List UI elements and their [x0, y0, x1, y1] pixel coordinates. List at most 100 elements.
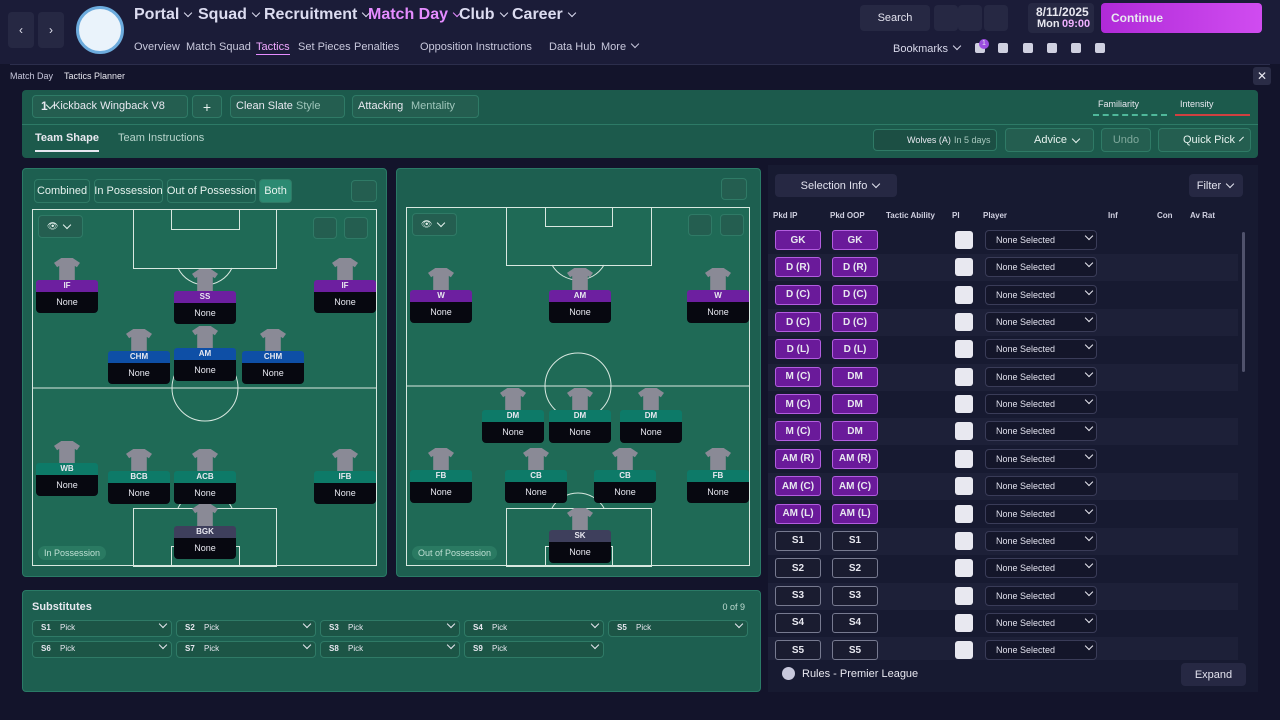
expand-button[interactable]: Expand: [1181, 663, 1246, 686]
player-dropdown[interactable]: None Selected: [985, 585, 1097, 606]
nav-item[interactable]: Career: [512, 6, 577, 24]
player-card[interactable]: AM None: [174, 326, 236, 381]
pi-icon[interactable]: [955, 559, 973, 578]
column-header[interactable]: Pkd IP: [773, 211, 798, 220]
table-row[interactable]: S2 S2 None Selected: [768, 555, 1238, 583]
continue-button[interactable]: Continue: [1101, 3, 1262, 33]
forward-button[interactable]: ›: [38, 12, 64, 48]
undo-button[interactable]: Undo: [1101, 128, 1151, 152]
player-dropdown[interactable]: None Selected: [985, 558, 1097, 579]
column-header[interactable]: PI: [952, 211, 960, 220]
sub-nav-item[interactable]: Penalties: [354, 41, 400, 53]
player-dropdown[interactable]: None Selected: [985, 530, 1097, 551]
player-dropdown[interactable]: None Selected: [985, 476, 1097, 497]
player-card[interactable]: DM None: [482, 388, 544, 443]
pi-icon[interactable]: [955, 422, 973, 441]
visibility-toggle[interactable]: 👁: [412, 213, 457, 236]
nav-item[interactable]: Match Day: [368, 6, 462, 24]
sub-nav-item[interactable]: Opposition Instructions: [420, 41, 532, 53]
player-dropdown[interactable]: None Selected: [985, 312, 1097, 333]
table-row[interactable]: AM (C) AM (C) None Selected: [768, 473, 1238, 501]
view-toggle[interactable]: Out of Possession: [167, 179, 256, 203]
back-button[interactable]: ‹: [8, 12, 34, 48]
shortcut-icon[interactable]: [1023, 43, 1033, 53]
sub-slot[interactable]: [176, 641, 316, 658]
table-row[interactable]: S4 S4 None Selected: [768, 609, 1238, 637]
player-card[interactable]: FB None: [687, 448, 749, 503]
visibility-toggle[interactable]: 👁: [38, 215, 83, 238]
player-card[interactable]: CHM None: [108, 329, 170, 384]
table-row[interactable]: M (C) DM None Selected: [768, 391, 1238, 419]
column-header[interactable]: Player: [983, 211, 1008, 220]
view-toggle[interactable]: In Possession: [94, 179, 163, 203]
pi-icon[interactable]: [955, 231, 973, 249]
pi-icon[interactable]: [955, 531, 973, 550]
pi-icon[interactable]: [955, 613, 973, 632]
pi-icon[interactable]: [955, 586, 973, 605]
player-card[interactable]: SK None: [549, 508, 611, 563]
tab[interactable]: Team Instructions: [118, 132, 205, 144]
player-dropdown[interactable]: None Selected: [985, 640, 1097, 660]
table-row[interactable]: S3 S3 None Selected: [768, 582, 1238, 610]
add-button[interactable]: +: [192, 95, 222, 118]
pi-icon[interactable]: [955, 504, 973, 523]
player-dropdown[interactable]: None Selected: [985, 284, 1097, 305]
view-toggle[interactable]: Both: [259, 179, 292, 203]
pi-icon[interactable]: [955, 340, 973, 359]
table-row[interactable]: AM (R) AM (R) None Selected: [768, 445, 1238, 473]
sub-slot[interactable]: [32, 620, 172, 637]
quick-pick-button[interactable]: Quick Pick: [1158, 128, 1251, 152]
column-header[interactable]: Tactic Ability: [886, 211, 935, 220]
mentality-box[interactable]: [352, 95, 479, 118]
player-dropdown[interactable]: None Selected: [985, 366, 1097, 387]
pitch-tool[interactable]: [344, 217, 368, 239]
table-row[interactable]: D (L) D (L) None Selected: [768, 336, 1238, 364]
view-toggle[interactable]: Combined: [34, 179, 90, 203]
toolbar-icon[interactable]: [984, 5, 1008, 31]
column-header[interactable]: Av Rat: [1190, 211, 1216, 220]
player-card[interactable]: IF None: [36, 258, 98, 313]
sub-slot[interactable]: [608, 620, 748, 637]
player-card[interactable]: BGK None: [174, 504, 236, 559]
sub-slot[interactable]: [464, 620, 604, 637]
table-row[interactable]: AM (L) AM (L) None Selected: [768, 500, 1238, 528]
pi-icon[interactable]: [955, 449, 973, 468]
pitch-settings[interactable]: [351, 180, 377, 202]
pitch-settings[interactable]: [721, 178, 747, 200]
nav-item[interactable]: Club: [459, 6, 509, 24]
close-button[interactable]: ✕: [1253, 67, 1271, 85]
style-box[interactable]: [230, 95, 345, 118]
player-card[interactable]: CB None: [594, 448, 656, 503]
nav-item[interactable]: Squad: [198, 6, 261, 24]
familiarity[interactable]: Familiarity: [1093, 96, 1167, 116]
column-header[interactable]: Pkd OOP: [830, 211, 865, 220]
player-card[interactable]: AM None: [549, 268, 611, 323]
player-card[interactable]: IFB None: [314, 449, 376, 504]
pi-icon[interactable]: [955, 477, 973, 496]
pi-icon[interactable]: [955, 258, 973, 277]
player-card[interactable]: W None: [410, 268, 472, 323]
pitch-tool[interactable]: [688, 214, 712, 236]
pi-icon[interactable]: [955, 285, 973, 304]
toolbar-icon[interactable]: [958, 5, 982, 31]
search-button[interactable]: Search: [860, 5, 930, 31]
player-dropdown[interactable]: None Selected: [985, 230, 1097, 250]
table-row[interactable]: GK GK None Selected: [768, 228, 1238, 254]
tactic-selector[interactable]: [32, 95, 188, 118]
sub-nav-item[interactable]: Overview: [134, 41, 180, 53]
shortcut-icon[interactable]: [1095, 43, 1105, 53]
player-dropdown[interactable]: None Selected: [985, 448, 1097, 469]
pitch-tool[interactable]: [720, 214, 744, 236]
player-card[interactable]: BCB None: [108, 449, 170, 504]
player-dropdown[interactable]: None Selected: [985, 394, 1097, 415]
player-dropdown[interactable]: None Selected: [985, 257, 1097, 278]
column-header[interactable]: Inf: [1108, 211, 1118, 220]
player-dropdown[interactable]: None Selected: [985, 421, 1097, 442]
club-crest[interactable]: [76, 6, 124, 54]
toolbar-icon[interactable]: [934, 5, 958, 31]
player-card[interactable]: WB None: [36, 441, 98, 496]
sub-slot[interactable]: [464, 641, 604, 658]
advice-button[interactable]: Advice: [1005, 128, 1094, 152]
table-row[interactable]: S5 S5 None Selected: [768, 637, 1238, 660]
player-card[interactable]: CB None: [505, 448, 567, 503]
